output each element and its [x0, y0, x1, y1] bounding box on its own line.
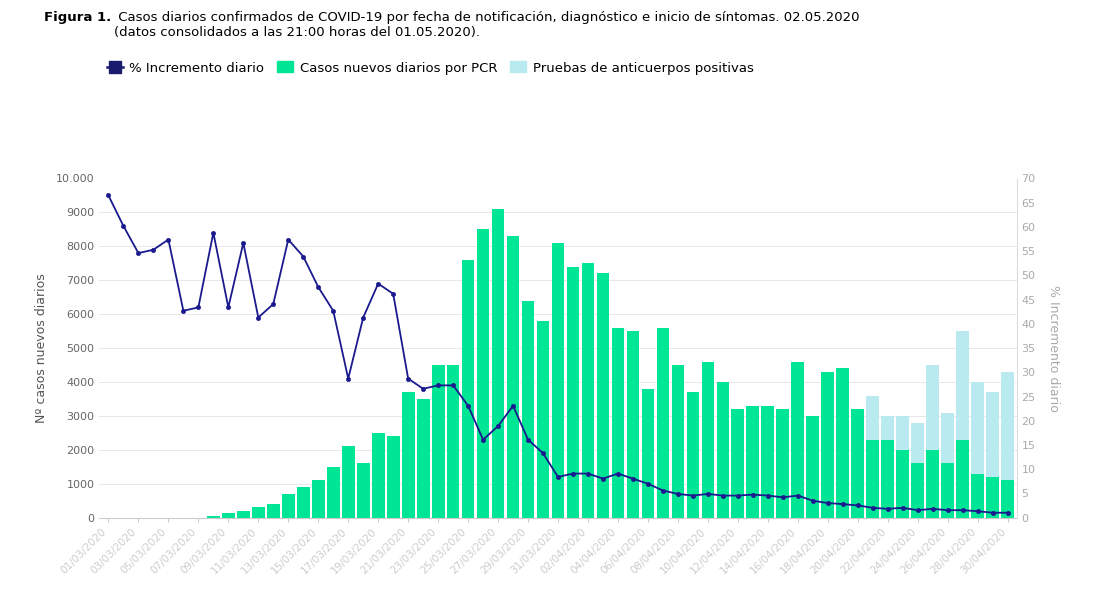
Bar [611, 328, 624, 518]
Y-axis label: % Incremento diario: % Incremento diario [1046, 284, 1060, 412]
Bar [597, 274, 609, 518]
Bar [252, 508, 265, 518]
Bar [716, 382, 729, 518]
Bar [941, 412, 954, 464]
Bar [267, 504, 280, 518]
Bar [1001, 372, 1014, 480]
Bar [222, 512, 234, 518]
Bar [747, 406, 759, 518]
Bar [956, 331, 969, 440]
Bar [312, 480, 325, 518]
Bar [357, 464, 369, 518]
Bar [522, 300, 535, 518]
Bar [686, 392, 699, 518]
Bar [327, 466, 339, 518]
Bar [476, 229, 490, 518]
Text: Figura 1.: Figura 1. [44, 11, 112, 24]
Bar [207, 516, 220, 518]
Bar [941, 464, 954, 518]
Bar [446, 365, 460, 518]
Bar [551, 243, 565, 518]
Bar [732, 409, 745, 518]
Bar [282, 494, 295, 518]
Bar [492, 209, 505, 518]
Bar [462, 260, 474, 518]
Bar [702, 362, 714, 518]
Bar [987, 477, 999, 518]
Bar [971, 382, 985, 474]
Text: Casos diarios confirmados de COVID-19 por fecha de notificación, diagnóstico e i: Casos diarios confirmados de COVID-19 po… [114, 11, 860, 39]
Bar [432, 365, 444, 518]
Bar [882, 416, 894, 440]
Bar [761, 406, 775, 518]
Bar [866, 396, 880, 440]
Bar [987, 392, 999, 477]
Bar [807, 416, 819, 518]
Bar [926, 365, 939, 450]
Bar [581, 263, 594, 518]
Bar [567, 267, 579, 518]
Bar [866, 440, 880, 518]
Bar [882, 440, 894, 518]
Bar [507, 236, 519, 518]
Bar [896, 450, 909, 518]
Bar [912, 464, 924, 518]
Bar [341, 446, 355, 518]
Bar [537, 321, 549, 518]
Bar [926, 450, 939, 518]
Bar [912, 422, 924, 464]
Legend: % Incremento diario, Casos nuevos diarios por PCR, Pruebas de anticuerpos positi: % Incremento diario, Casos nuevos diario… [102, 56, 759, 80]
Bar [297, 487, 309, 518]
Bar [656, 328, 670, 518]
Bar [642, 389, 654, 518]
Bar [627, 331, 640, 518]
Bar [777, 409, 789, 518]
Bar [836, 368, 849, 518]
Bar [896, 416, 909, 450]
Bar [956, 440, 969, 518]
Bar [971, 474, 985, 518]
Bar [417, 399, 430, 518]
Bar [851, 409, 864, 518]
Y-axis label: Nº casos nuevos diarios: Nº casos nuevos diarios [34, 273, 48, 423]
Bar [387, 436, 400, 518]
Bar [672, 365, 684, 518]
Bar [1001, 480, 1014, 518]
Bar [236, 511, 250, 518]
Bar [791, 362, 804, 518]
Bar [402, 392, 414, 518]
Bar [821, 372, 834, 518]
Bar [371, 433, 385, 518]
